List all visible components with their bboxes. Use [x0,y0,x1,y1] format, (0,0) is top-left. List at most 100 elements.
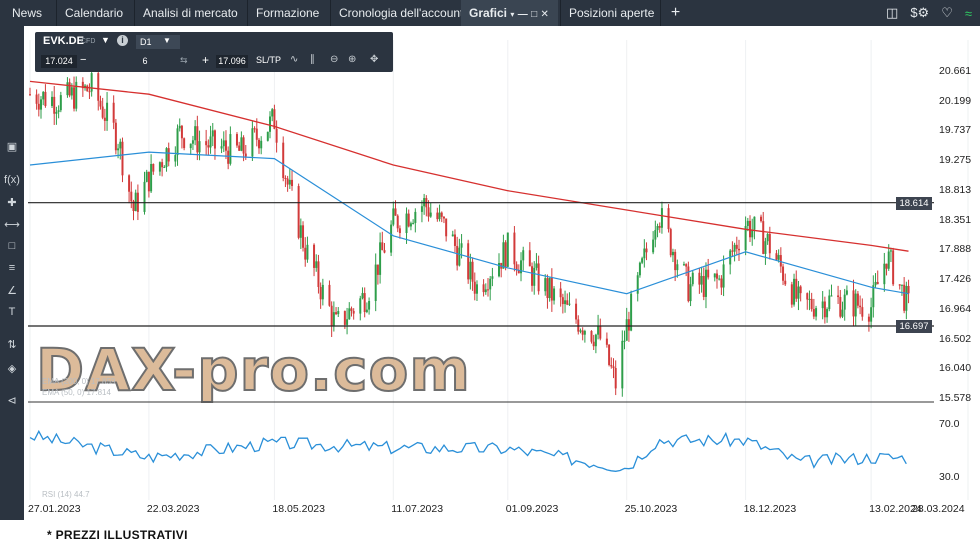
tab-grafici[interactable]: Grafici ▾ — □ ✕ [461,0,558,26]
rectangle-icon[interactable]: □ [8,240,16,252]
candle-body [332,312,335,327]
candle-body [251,128,254,157]
zoom-out-icon[interactable]: ⊖ [330,54,339,65]
candle [790,281,793,308]
candle [412,219,415,225]
candle [612,358,615,379]
dollar-settings-icon[interactable]: $⚙ [910,5,930,20]
quantity-input[interactable]: 6 [142,56,148,66]
layout-icon[interactable]: ◫ [886,5,899,20]
tab-formazione[interactable]: Formazione [247,0,327,26]
move-icon[interactable]: ✥ [370,54,379,65]
candle [605,332,608,348]
sltp-button[interactable]: SL/TP [256,55,282,65]
text-tool-icon[interactable]: T [8,306,16,318]
chevron-down-icon[interactable]: ▾ [510,10,515,19]
candle [806,292,809,310]
bell-icon[interactable]: ♡ [941,5,953,20]
info-icon[interactable]: i [117,35,128,46]
candle-body [299,225,302,238]
candle [885,263,888,276]
price-axis-label: 16.964 [939,302,972,315]
function-icon[interactable]: f(x) [4,174,20,186]
quantity-swap-icon[interactable]: ⇆ [180,55,188,65]
candle-body [273,109,276,129]
candle [654,220,657,248]
tab-posizioni-aperte[interactable]: Posizioni aperte [560,0,662,26]
candle [486,278,489,297]
close-icon[interactable]: ✕ [540,9,549,20]
candle [779,247,782,273]
date-axis-label: 11.07.2023 [391,503,444,515]
candle-body [907,285,910,294]
candle [165,147,168,172]
fibonacci-icon[interactable]: ≡ [8,262,16,274]
candle [106,92,109,131]
candle-body [346,319,349,325]
candle-body [777,255,780,260]
candle [134,189,137,212]
share-icon[interactable]: ⊲ [7,395,17,407]
candle-body [163,167,166,169]
candle-body [368,300,371,310]
candle [815,305,818,321]
horizontal-line-icon[interactable]: ⟷ [4,219,20,231]
candle [425,195,428,217]
minimize-icon[interactable]: — [517,9,528,20]
candle [332,301,335,332]
top-navigation-bar: News Calendario Analisi di mercato Forma… [0,0,980,26]
candle [112,95,115,130]
tab-analisi-di-mercato[interactable]: Analisi di mercato [134,0,246,26]
candle-body [656,226,659,231]
timeframe-select[interactable]: D1 [136,35,180,49]
trend-lines-icon[interactable]: ∠ [7,285,17,297]
zoom-in-icon[interactable]: ⊕ [348,54,357,65]
candle-body [114,122,117,151]
maximize-icon[interactable]: □ [531,9,538,20]
tab-cronologia-account[interactable]: Cronologia dell'account [330,0,471,26]
candle-body [528,250,531,267]
add-tab-button[interactable]: + [660,0,690,26]
candle [907,279,910,304]
symbol-label[interactable]: EVK.DE [43,35,84,47]
candle [795,270,798,302]
candle-body [211,130,214,137]
indicators-icon[interactable]: ⇅ [7,339,17,351]
candle-body [738,248,741,251]
candle-body [244,153,247,157]
layers-icon[interactable]: ◈ [7,363,17,375]
indicator-icon[interactable]: ∥ [310,54,315,65]
candle-body [482,284,485,293]
candle-body [436,212,439,220]
price-chart[interactable] [0,0,980,520]
candle [614,360,617,396]
candle [854,289,857,326]
tab-news[interactable]: News [12,6,43,20]
candle-body [473,281,476,294]
candle [475,280,478,301]
candle-body [845,290,848,295]
candle-body [641,258,644,263]
candle-body [42,91,45,100]
buy-price-button[interactable]: 17.096 [216,55,248,68]
sell-price-button[interactable]: 17.024 [41,55,77,68]
crosshair-icon[interactable]: ✚ [7,197,17,209]
candle-body [103,117,106,121]
tab-calendario[interactable]: Calendario [56,0,131,26]
symbol-dropdown-icon[interactable]: ▼ [101,35,110,45]
candle [445,218,448,242]
candle [793,273,796,307]
candle-body [376,264,379,275]
quantity-decrease-button[interactable]: − [80,54,87,66]
quantity-increase-button[interactable]: + [202,53,210,67]
candle-body [720,278,723,288]
candle [720,275,723,295]
timeframe-chevron-icon[interactable]: ▼ [163,36,171,45]
candle [744,216,747,256]
candle [782,263,785,286]
candle-body [269,116,272,132]
chart-type-icon[interactable]: ▣ [6,141,18,153]
candle-body [392,208,395,225]
candle [874,273,877,288]
line-chart-icon[interactable]: ∿ [290,54,299,65]
